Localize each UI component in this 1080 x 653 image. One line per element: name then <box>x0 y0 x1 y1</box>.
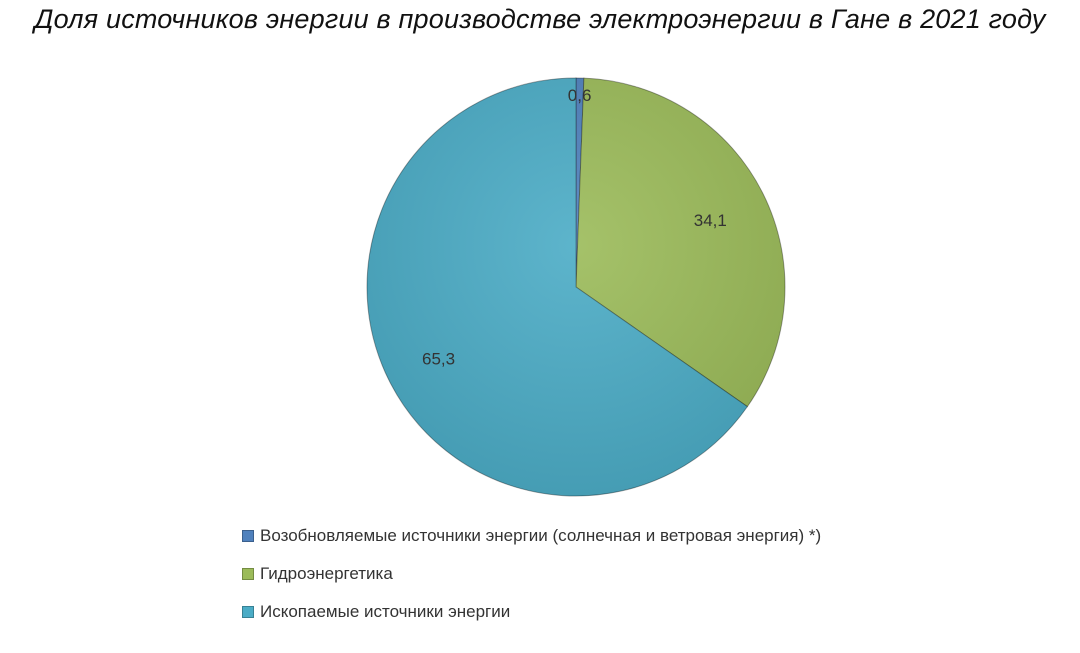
legend-swatch <box>242 530 254 542</box>
data-label: 34,1 <box>694 211 727 230</box>
legend-swatch <box>242 606 254 618</box>
legend-label: Возобновляемые источники энергии (солнеч… <box>260 526 822 545</box>
legend-swatch <box>242 568 254 580</box>
legend-label: Ископаемые источники энергии <box>260 602 511 621</box>
legend-item: Гидроэнергетика <box>242 564 821 584</box>
data-label: 0,6 <box>568 86 592 105</box>
data-label: 65,3 <box>422 350 455 369</box>
legend-item: Ископаемые источники энергии <box>242 602 821 622</box>
legend-label: Гидроэнергетика <box>260 564 393 583</box>
chart-legend: Возобновляемые источники энергии (солнеч… <box>242 526 821 640</box>
legend-item: Возобновляемые источники энергии (солнеч… <box>242 526 821 546</box>
chart-title: Доля источников энергии в производстве э… <box>34 4 1046 34</box>
